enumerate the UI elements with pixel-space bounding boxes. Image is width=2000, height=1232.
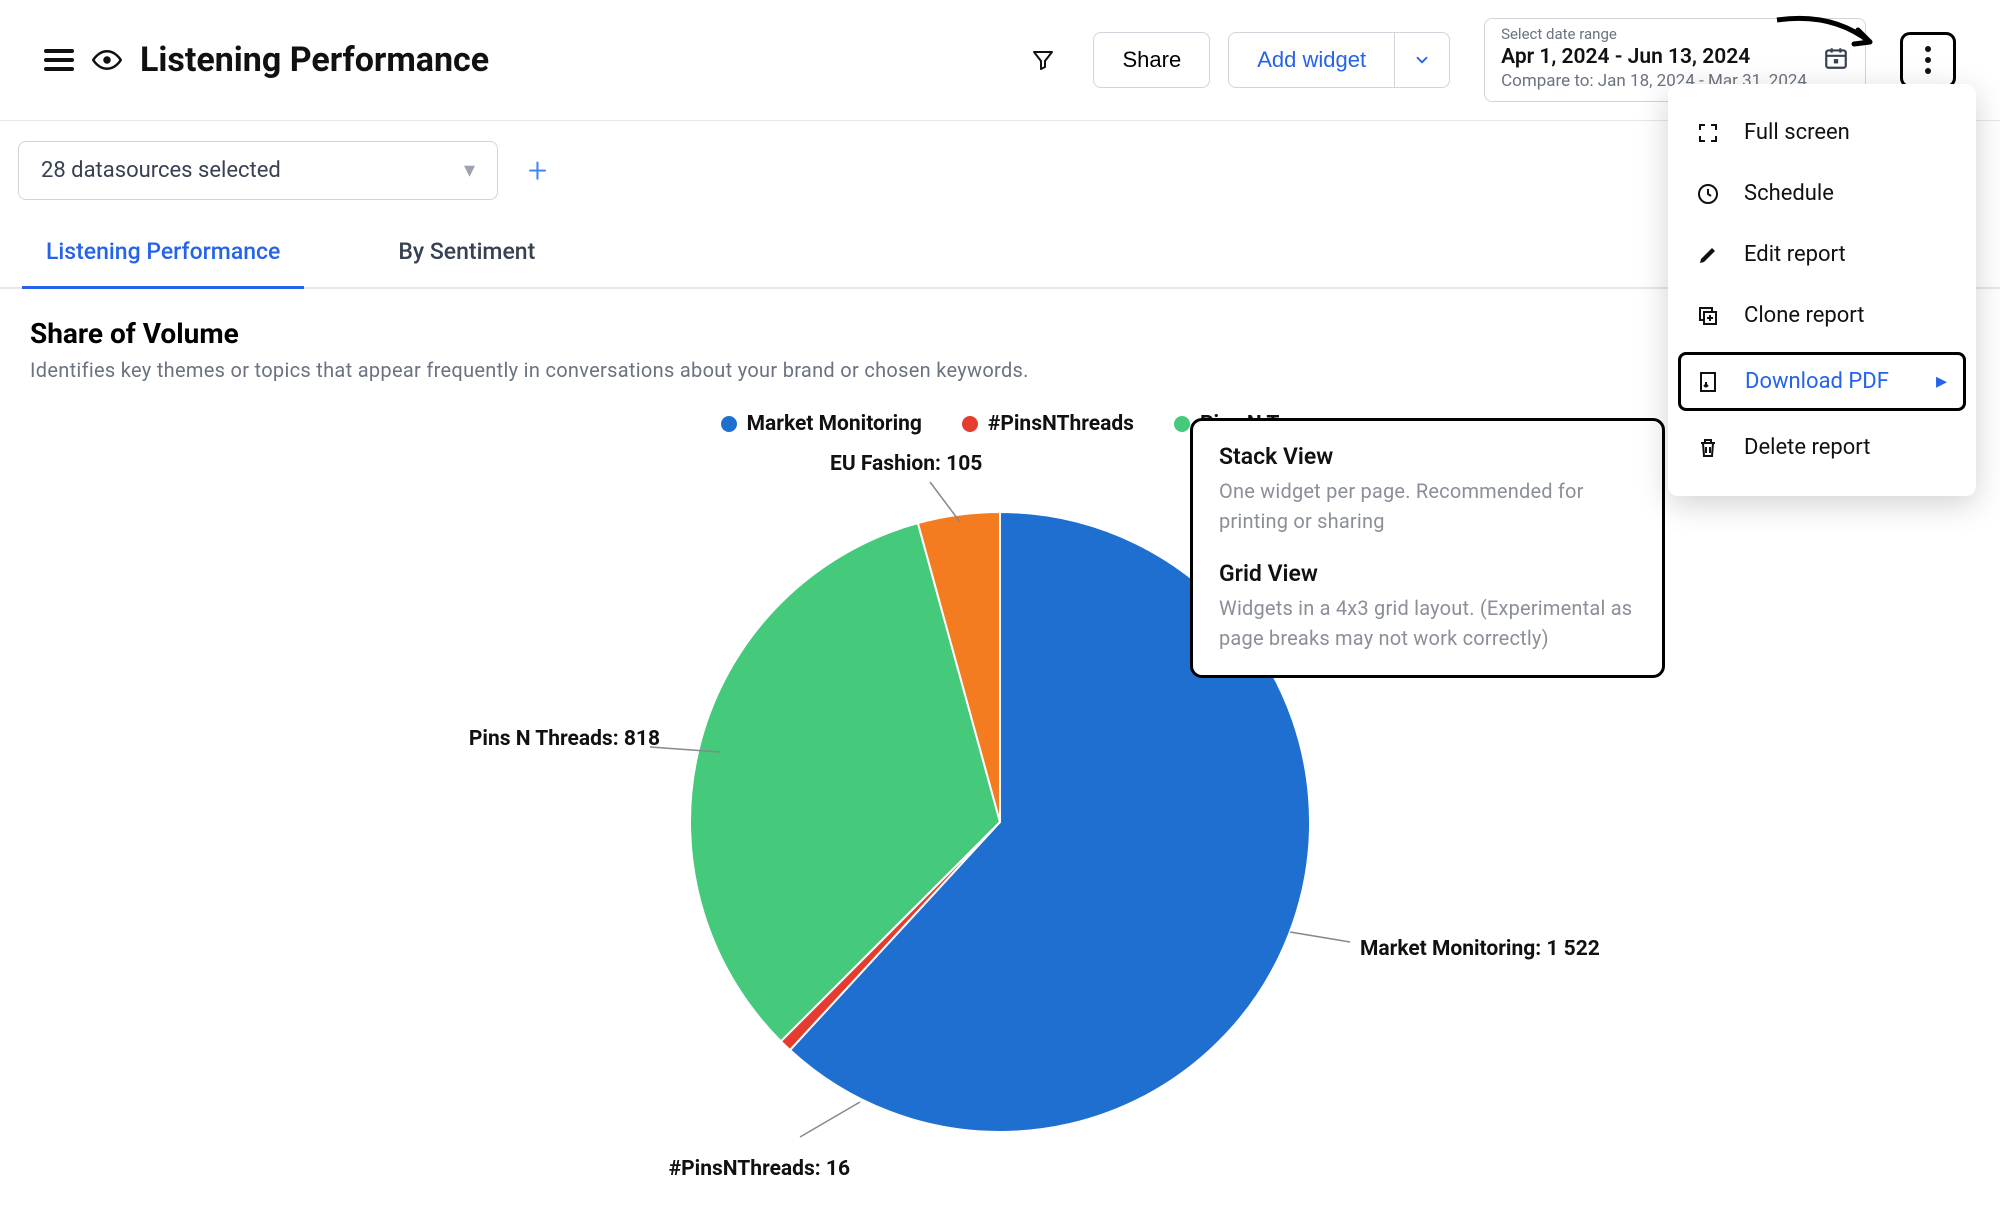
menu-label: Edit report [1744, 242, 1846, 267]
menu-delete[interactable]: Delete report [1668, 417, 1976, 478]
slice-label: Market Monitoring: 1 522 [1360, 937, 1600, 961]
more-options-button[interactable] [1900, 32, 1956, 88]
menu-label: Schedule [1744, 181, 1834, 206]
datasource-value: 28 datasources selected [41, 158, 281, 183]
slice-label: Pins N Threads: 818 [469, 727, 660, 751]
menu-icon[interactable] [44, 44, 74, 76]
submenu-stack-desc: One widget per page. Recommended for pri… [1219, 476, 1636, 536]
add-widget-group: Add widget [1228, 32, 1450, 88]
filter-icon[interactable] [1031, 48, 1055, 72]
calendar-icon [1823, 45, 1849, 71]
edit-icon [1696, 243, 1720, 267]
add-widget-button[interactable]: Add widget [1228, 32, 1394, 88]
add-widget-dropdown[interactable] [1394, 32, 1450, 88]
tab-by-sentiment[interactable]: By Sentiment [374, 220, 559, 287]
slice-label: #PinsNThreads: 16 [669, 1157, 850, 1181]
menu-label: Full screen [1744, 120, 1850, 145]
visibility-icon[interactable] [92, 45, 122, 75]
legend-item[interactable]: Market Monitoring [721, 412, 922, 436]
add-datasource-button[interactable]: + [528, 151, 547, 191]
chevron-right-icon: ▸ [1936, 369, 1947, 394]
fullscreen-icon [1696, 121, 1720, 145]
menu-schedule[interactable]: Schedule [1668, 163, 1976, 224]
legend-label: #PinsNThreads [988, 412, 1134, 436]
more-options-menu: Full screen Schedule Edit report Clone r… [1668, 84, 1976, 496]
pie-chart: Market Monitoring#PinsNThreadsPins N T M… [30, 412, 1970, 1172]
submenu-stack-title[interactable]: Stack View [1219, 443, 1636, 470]
pdf-icon [1697, 370, 1721, 394]
menu-label: Clone report [1744, 303, 1865, 328]
date-label: Select date range [1501, 25, 1807, 43]
menu-label: Delete report [1744, 435, 1870, 460]
legend-dot [962, 416, 978, 432]
legend-item[interactable]: #PinsNThreads [962, 412, 1134, 436]
clock-icon [1696, 182, 1720, 206]
slice-label: EU Fashion: 105 [830, 452, 982, 476]
menu-download-pdf[interactable]: Download PDF ▸ [1678, 352, 1966, 411]
date-range-value: Apr 1, 2024 - Jun 13, 2024 [1501, 45, 1807, 69]
tab-listening-performance[interactable]: Listening Performance [22, 220, 304, 287]
clone-icon [1696, 304, 1720, 328]
submenu-grid-title[interactable]: Grid View [1219, 560, 1636, 587]
menu-clone[interactable]: Clone report [1668, 285, 1976, 346]
menu-label: Download PDF [1745, 369, 1889, 394]
download-pdf-submenu: Stack View One widget per page. Recommen… [1190, 418, 1665, 678]
legend-dot [1174, 416, 1190, 432]
menu-edit[interactable]: Edit report [1668, 224, 1976, 285]
legend-label: Market Monitoring [747, 412, 922, 436]
share-button[interactable]: Share [1093, 32, 1210, 88]
page-title: Listening Performance [140, 40, 489, 80]
trash-icon [1696, 436, 1720, 460]
legend-dot [721, 416, 737, 432]
datasource-select[interactable]: 28 datasources selected ▾ [18, 141, 498, 200]
chevron-down-icon: ▾ [464, 158, 475, 183]
menu-fullscreen[interactable]: Full screen [1668, 102, 1976, 163]
submenu-grid-desc: Widgets in a 4x3 grid layout. (Experimen… [1219, 593, 1636, 653]
